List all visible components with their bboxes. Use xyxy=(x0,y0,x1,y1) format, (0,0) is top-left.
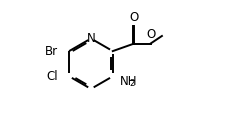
Text: O: O xyxy=(129,11,138,24)
Text: 2: 2 xyxy=(129,79,135,88)
Text: Br: Br xyxy=(45,45,58,58)
Text: NH: NH xyxy=(120,75,137,88)
Text: O: O xyxy=(145,28,155,41)
Text: N: N xyxy=(86,32,95,45)
Text: Cl: Cl xyxy=(46,70,58,83)
